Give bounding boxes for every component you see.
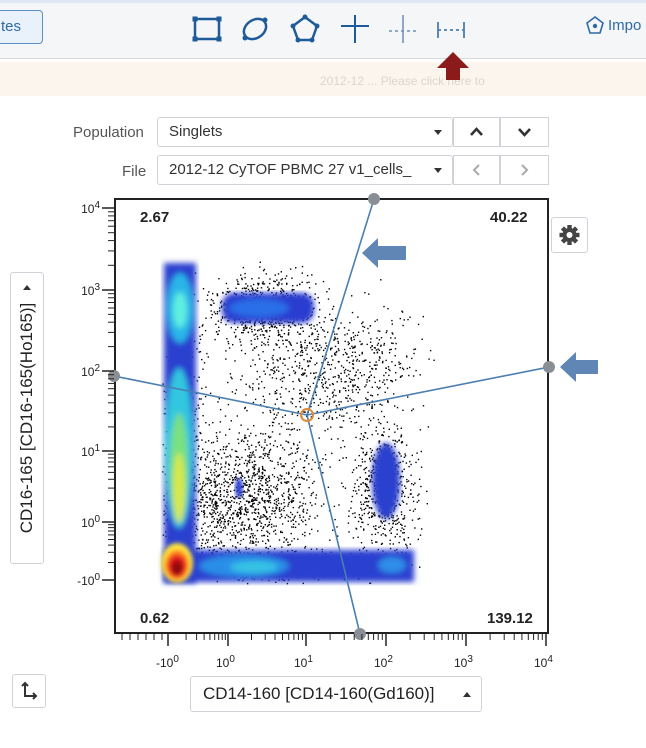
- left-tab-button[interactable]: tes: [0, 10, 43, 44]
- density-left-column: [164, 263, 196, 583]
- pointer-arrow-left-icon: [362, 238, 406, 268]
- dot-plot-canvas[interactable]: [114, 198, 549, 634]
- gate-handle-right[interactable]: [543, 361, 555, 373]
- x-tick-label: 103: [454, 654, 473, 670]
- file-next-button[interactable]: [500, 155, 549, 185]
- density-top-cluster: [222, 293, 314, 323]
- y-axis-label: CD16-165 [CD16-165(Ho165)]: [17, 302, 36, 534]
- x-axis-label: CD14-160 [CD14-160(Gd160)]: [203, 684, 435, 703]
- population-down-button[interactable]: [500, 117, 549, 147]
- y-axis-parameter-select[interactable]: CD16-165 [CD16-165(Ho165)]: [10, 272, 44, 564]
- rectangle-gate-icon[interactable]: [192, 14, 222, 44]
- y-tick-label: 102: [81, 363, 100, 379]
- gate-handle-bottom[interactable]: [354, 628, 366, 640]
- plot-settings-button[interactable]: [551, 217, 588, 253]
- pointer-arrow-left-icon: [560, 352, 598, 382]
- chevron-down-icon: [434, 130, 442, 135]
- gate-toolbar: [0, 0, 646, 59]
- file-value: 2012-12 CyTOF PBMC 27 v1_cells_: [169, 161, 412, 178]
- notice-text: 2012-12 ... Please click here to: [320, 74, 485, 88]
- chevron-down-icon: [518, 128, 531, 137]
- x-tick-label: 102: [374, 654, 393, 670]
- y-tick-label: 103: [81, 282, 100, 298]
- quadrant-upper-right-stat: 40.22: [490, 209, 528, 226]
- quadrant-lower-left-stat: 0.62: [140, 610, 170, 627]
- chevron-right-icon: [521, 164, 529, 176]
- file-select[interactable]: 2012-12 CyTOF PBMC 27 v1_cells_: [157, 155, 453, 185]
- population-value: Singlets: [169, 123, 223, 140]
- y-tick-label: 104: [81, 200, 100, 216]
- swap-axes-icon: [21, 681, 38, 700]
- caret-up-icon: [23, 285, 31, 290]
- notice-banner: [0, 62, 646, 96]
- ellipse-gate-icon[interactable]: [240, 14, 270, 44]
- caret-up-icon: [463, 692, 471, 697]
- import-icon: [586, 16, 604, 34]
- x-tick-label: -100: [156, 654, 179, 670]
- range-gate-icon[interactable]: [436, 14, 466, 44]
- skewed-quadrant-gate[interactable]: [114, 198, 549, 634]
- y-axis-ticks: [102, 207, 114, 581]
- density-bottom-row: [164, 550, 414, 582]
- x-axis-ticks: [121, 634, 547, 646]
- x-tick-label: 100: [216, 654, 235, 670]
- quadrant-upper-left-stat: 2.67: [140, 209, 170, 226]
- chevron-down-icon: [434, 168, 442, 173]
- density-small-cluster: [235, 478, 243, 498]
- density-hotspot: [161, 543, 193, 583]
- y-tick-label: 101: [81, 443, 100, 459]
- density-right-cluster: [372, 443, 400, 519]
- gate-handle-top[interactable]: [368, 193, 380, 205]
- y-tick-label: -100: [77, 572, 100, 588]
- population-label: Population: [73, 124, 144, 141]
- skewed-quadrant-gate-icon[interactable]: [388, 14, 418, 44]
- chevron-up-icon: [470, 127, 483, 136]
- population-select[interactable]: Singlets: [157, 117, 453, 147]
- quadrant-gate-icon[interactable]: [340, 14, 370, 44]
- quadrant-lower-right-stat: 139.12: [487, 610, 533, 627]
- polygon-gate-icon[interactable]: [290, 14, 320, 44]
- x-axis-parameter-select[interactable]: CD14-160 [CD14-160(Gd160)]: [190, 676, 482, 712]
- gate-center-handle[interactable]: [300, 408, 314, 422]
- chevron-left-icon: [472, 164, 480, 176]
- x-tick-label: 101: [294, 654, 313, 670]
- population-up-button[interactable]: [453, 117, 500, 147]
- file-prev-button[interactable]: [453, 155, 500, 185]
- x-tick-label: 104: [534, 654, 553, 670]
- toolbar-top-border: [0, 0, 646, 3]
- import-link[interactable]: Impo: [586, 16, 641, 34]
- marker-arrow-up-icon: [437, 52, 469, 80]
- gear-icon: [559, 225, 580, 245]
- import-label: Impo: [608, 17, 642, 34]
- gate-handles-layer: [108, 193, 555, 640]
- swap-axes-button[interactable]: [12, 674, 46, 708]
- y-tick-label: 100: [81, 514, 100, 530]
- file-label: File: [122, 163, 147, 180]
